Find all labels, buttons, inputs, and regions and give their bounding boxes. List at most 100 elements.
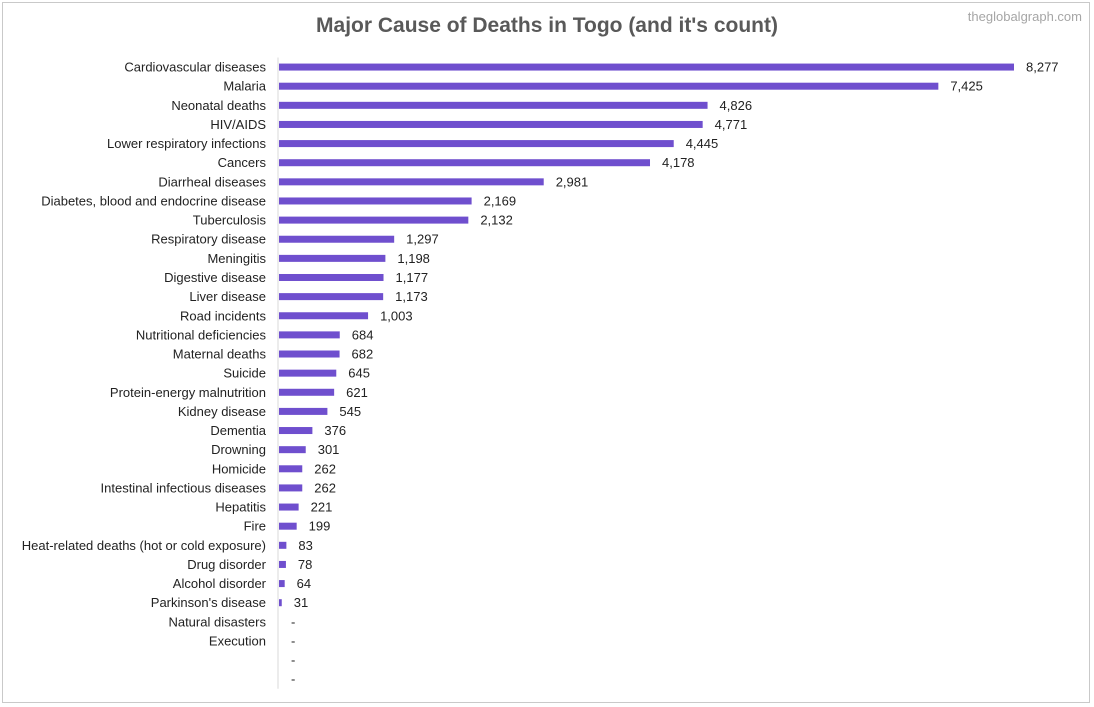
bar — [279, 484, 303, 492]
category-label: Meningitis — [207, 251, 266, 266]
category-label: Execution — [209, 633, 266, 648]
category-label: Nutritional deficiencies — [136, 327, 267, 342]
category-label: Hepatitis — [215, 500, 266, 515]
category-label: Drug disorder — [187, 557, 266, 572]
value-label: 621 — [346, 385, 368, 400]
bar — [279, 101, 708, 109]
category-label: Respiratory disease — [151, 232, 266, 247]
value-label: 684 — [352, 327, 374, 342]
value-label: 1,297 — [406, 232, 439, 247]
value-label: 1,198 — [397, 251, 430, 266]
category-label: Neonatal deaths — [171, 98, 266, 113]
category-label: Tuberculosis — [193, 213, 267, 228]
bar — [279, 407, 328, 415]
category-label: Diarrheal diseases — [158, 174, 266, 189]
category-label: Suicide — [223, 366, 266, 381]
category-label: Digestive disease — [164, 270, 266, 285]
bar — [279, 293, 384, 301]
bar — [279, 541, 287, 549]
value-label: 545 — [339, 404, 361, 419]
category-label: Intestinal infectious diseases — [101, 480, 267, 495]
bar — [279, 197, 472, 205]
value-label: 682 — [352, 347, 374, 362]
bar — [279, 120, 703, 128]
bar — [279, 235, 395, 243]
category-label: Maternal deaths — [173, 347, 267, 362]
bar — [279, 580, 285, 588]
bar — [279, 388, 335, 396]
bar — [279, 427, 313, 435]
bar — [279, 599, 282, 607]
value-label: 64 — [297, 576, 311, 591]
value-label: 31 — [294, 595, 308, 610]
value-label: 2,981 — [556, 174, 589, 189]
category-label: Fire — [244, 519, 266, 534]
bars-group — [279, 63, 1014, 607]
category-label: Cancers — [218, 155, 267, 170]
watermark: theglobalgraph.com — [967, 9, 1082, 24]
bar — [279, 216, 469, 224]
value-label: 262 — [314, 461, 336, 476]
category-label: Liver disease — [189, 289, 266, 304]
category-label: Dementia — [210, 423, 266, 438]
bar — [279, 446, 306, 454]
value-label: 301 — [318, 442, 340, 457]
bar — [279, 465, 303, 473]
category-label: Drowning — [211, 442, 266, 457]
bar — [279, 331, 340, 339]
value-label: 2,169 — [484, 193, 517, 208]
bar — [279, 273, 384, 281]
category-labels-group: Cardiovascular diseases Malaria Neonatal d… — [22, 60, 267, 649]
value-label: - — [291, 614, 295, 629]
bar — [279, 560, 286, 568]
bar — [279, 350, 340, 358]
value-label: 78 — [298, 557, 312, 572]
value-label: 83 — [298, 538, 312, 553]
bar — [279, 82, 939, 90]
category-label: HIV/AIDS — [210, 117, 266, 132]
value-label: 262 — [314, 480, 336, 495]
category-label: Road incidents — [180, 308, 266, 323]
chart-title: Major Cause of Deaths in Togo (and it's … — [316, 14, 778, 37]
category-label: Heat-related deaths (hot or cold exposur… — [22, 538, 266, 553]
bar — [279, 522, 297, 530]
category-label: Diabetes, blood and endocrine disease — [41, 193, 266, 208]
bar — [279, 503, 299, 511]
category-label: Homicide — [212, 461, 266, 476]
value-labels-group: 8,277 7,425 4,826 4,771 4,445 4,178 2,981 2,169… — [291, 60, 1059, 687]
value-label: 199 — [309, 519, 331, 534]
value-label: 1,003 — [380, 308, 413, 323]
category-label: Protein-energy malnutrition — [110, 385, 266, 400]
bar — [279, 63, 1014, 71]
category-label: Alcohol disorder — [173, 576, 267, 591]
value-label: 2,132 — [480, 213, 513, 228]
bar — [279, 312, 369, 320]
bar — [279, 254, 386, 262]
value-label: 4,178 — [662, 155, 695, 170]
value-label: - — [291, 653, 295, 668]
bar — [279, 159, 651, 167]
value-label: 7,425 — [950, 79, 983, 94]
category-label: Malaria — [223, 79, 266, 94]
value-label: 4,445 — [686, 136, 719, 151]
category-label: Parkinson's disease — [151, 595, 266, 610]
value-label: 8,277 — [1026, 60, 1059, 75]
value-label: 1,173 — [395, 289, 428, 304]
value-label: 221 — [311, 500, 333, 515]
value-label: 4,826 — [720, 98, 753, 113]
category-label: Cardiovascular diseases — [124, 60, 266, 75]
category-label: Lower respiratory infections — [107, 136, 266, 151]
value-label: 376 — [324, 423, 346, 438]
value-label: 4,771 — [715, 117, 748, 132]
value-label: 645 — [348, 366, 370, 381]
category-label: Kidney disease — [178, 404, 266, 419]
value-label: 1,177 — [396, 270, 429, 285]
bar — [279, 140, 674, 148]
value-label: - — [291, 633, 295, 648]
bar — [279, 178, 544, 186]
bar — [279, 369, 337, 377]
value-label: - — [291, 672, 295, 687]
category-label: Natural disasters — [168, 614, 266, 629]
